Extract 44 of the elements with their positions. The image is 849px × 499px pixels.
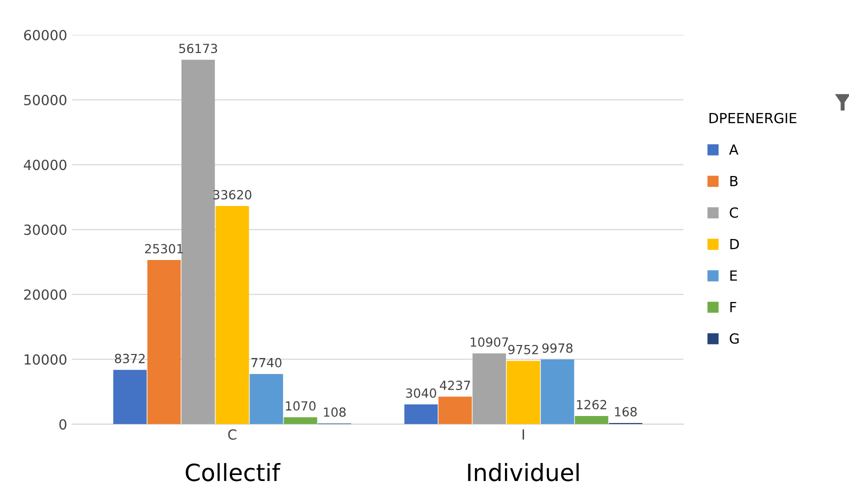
data-label: 1070 — [286, 401, 316, 411]
bar — [147, 260, 181, 424]
data-label: 108 — [324, 407, 346, 417]
bar — [506, 360, 540, 424]
data-label: 7740 — [251, 358, 282, 368]
data-label: 3040 — [406, 388, 436, 398]
y-tick-label: 10000 — [24, 354, 66, 365]
data-label: 8372 — [114, 354, 145, 364]
data-label: 9978 — [542, 343, 572, 353]
legend-label: E — [730, 270, 737, 281]
bar — [472, 353, 506, 424]
legend-label: D — [730, 238, 739, 250]
text: Individuel — [468, 463, 579, 482]
y-tick-label: 60000 — [24, 30, 66, 40]
y-tick-label: 20000 — [24, 289, 66, 300]
data-label: 33620 — [213, 190, 252, 200]
legend-label: A — [729, 144, 738, 155]
legend-label: B — [730, 176, 738, 186]
y-tick-label: 50000 — [24, 94, 66, 106]
bar — [250, 374, 284, 424]
y-tick-label: 0 — [59, 419, 66, 430]
data-label: 25301 — [145, 244, 183, 254]
legend-label: F — [730, 302, 736, 312]
data-label: 4237 — [440, 380, 470, 390]
data-label: 1262 — [577, 400, 606, 410]
bar — [574, 416, 608, 424]
data-label: 10907 — [470, 337, 508, 347]
bar — [404, 404, 438, 424]
text: Collectif — [186, 463, 281, 482]
x-tick-label: I — [522, 429, 524, 440]
data-label: 9752 — [508, 344, 538, 354]
bar — [181, 60, 215, 424]
bar — [540, 359, 574, 424]
bar — [284, 417, 318, 424]
y-tick-label: 30000 — [24, 224, 66, 236]
legend-title: DPEENERGIE — [710, 112, 796, 124]
y-tick-label: 40000 — [24, 160, 66, 170]
data-label: 168 — [615, 407, 637, 416]
data-label: 56173 — [179, 44, 218, 54]
bar — [438, 396, 472, 424]
legend-label: G — [730, 333, 739, 344]
legend-label: C — [730, 207, 738, 218]
bar — [216, 206, 249, 424]
bar — [113, 370, 147, 424]
